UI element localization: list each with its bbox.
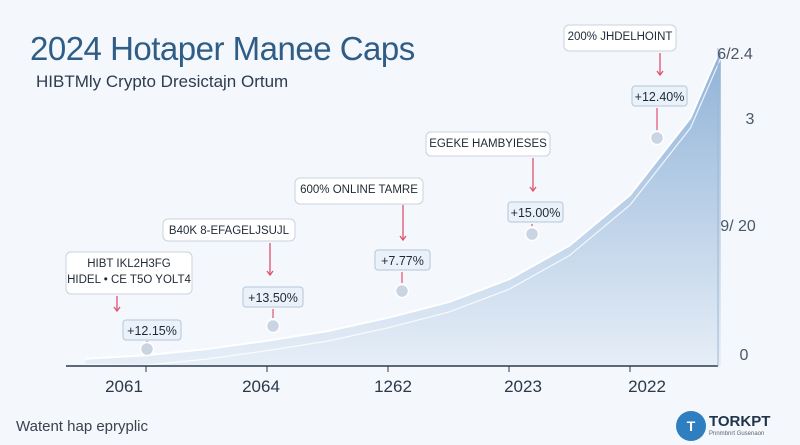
y-tick-label: 9/ 20	[720, 218, 756, 235]
x-tick-label: 2061	[105, 377, 143, 396]
page-subtitle: HIBTMly Crypto Dresictajn Ortum	[36, 72, 289, 91]
y-tick-label: 3	[746, 111, 755, 128]
data-label-box	[242, 286, 304, 308]
y-tick-label: 6/2.4	[717, 46, 753, 63]
callout-box	[162, 218, 296, 242]
series-inner-line	[85, 57, 722, 366]
data-point	[649, 130, 665, 146]
logo-tagline: Pnnmbnrt Gusenaon	[709, 431, 765, 437]
callout-box	[294, 177, 424, 205]
data-label-box	[374, 249, 431, 271]
data-label: +13.50%	[248, 291, 298, 305]
x-tick-label: 2023	[504, 377, 542, 396]
callout-text: HIBT IKL2H3FG	[87, 258, 171, 270]
logo-icon: T	[676, 411, 706, 441]
data-label-box	[631, 85, 688, 107]
x-tick-label: 1262	[374, 377, 412, 396]
callout-text: EGEKE HAMBYIESES	[429, 138, 547, 150]
y-tick-label: 0	[740, 347, 749, 364]
callout-arrowhead	[399, 235, 407, 242]
callout-box	[65, 251, 193, 295]
callout-arrowhead	[529, 186, 537, 193]
callout-box	[563, 24, 677, 52]
x-tick-label: 2064	[242, 377, 280, 396]
callout-text: B40K 8-EFAGELJSUJL	[169, 225, 290, 237]
callout-text: 200% JHDELHOINT	[568, 31, 673, 43]
data-label: +12.15%	[127, 324, 177, 338]
data-point	[394, 283, 410, 299]
footer-note: Watent hap epryplic	[16, 418, 149, 435]
data-label: +7.77%	[381, 254, 424, 268]
series-line	[85, 47, 722, 360]
logo-name: TORKPT	[709, 413, 771, 430]
data-label-box	[507, 201, 564, 223]
x-tick-label: 2022	[628, 377, 666, 396]
callout-text: HIDEL • CE T5O YOLT4	[67, 274, 191, 286]
data-point	[524, 226, 540, 242]
area-fill	[85, 48, 721, 366]
data-point	[265, 318, 281, 334]
page-title: 2024 Hotaper Manee Caps	[30, 30, 415, 67]
brand-logo: T TORKPT Pnnmbnrt Gusenaon	[676, 411, 786, 441]
data-label: +12.40%	[635, 90, 685, 104]
callout-text: 600% ONLINE TAMRE	[300, 184, 418, 196]
callout-arrowhead	[656, 70, 664, 77]
callout-arrowhead	[113, 306, 121, 313]
data-point	[139, 341, 155, 357]
data-label: +15.00%	[511, 206, 561, 220]
data-label-box	[122, 319, 182, 341]
callout-arrowhead	[266, 270, 274, 277]
callout-box	[425, 131, 551, 157]
